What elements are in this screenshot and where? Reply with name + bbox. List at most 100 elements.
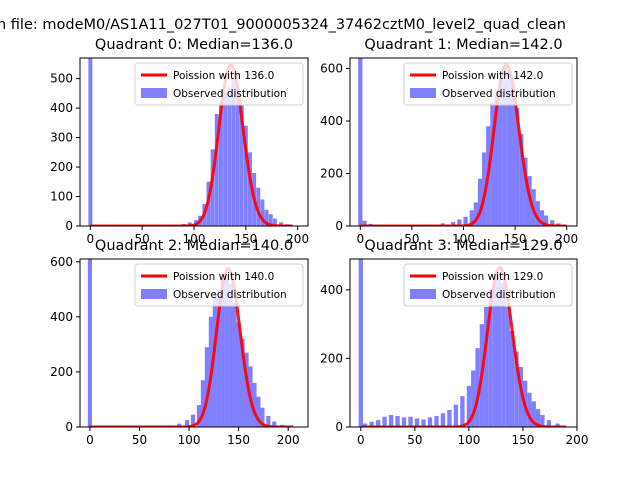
histogram-bar <box>523 157 528 226</box>
histogram-bar <box>505 307 510 427</box>
legend: Poission with 140.0 Observed distribution <box>134 263 304 307</box>
histogram-bar <box>200 380 206 427</box>
histogram-bar <box>375 420 381 427</box>
x-tick-label: 200 <box>566 433 589 447</box>
x-tick-label: 150 <box>511 433 534 447</box>
histogram-bar <box>469 210 474 226</box>
histogram-bar <box>494 89 499 226</box>
histogram-bar <box>264 209 269 226</box>
histogram-bar <box>268 214 273 226</box>
histogram-bar <box>247 152 252 226</box>
histogram-bar <box>482 152 487 226</box>
y-tick-label: 0 <box>335 420 343 434</box>
histogram-bar <box>550 220 555 226</box>
histogram-bar <box>244 352 249 427</box>
y-tick-label: 100 <box>50 190 73 204</box>
histogram-bar <box>488 289 493 427</box>
histogram-bar <box>204 347 209 427</box>
histogram-bar <box>236 322 241 427</box>
legend-label: Observed distribution <box>442 88 556 100</box>
histogram-bar <box>279 222 284 226</box>
histogram-bar <box>218 102 223 226</box>
histogram-bar <box>477 178 483 226</box>
poisson-curve <box>360 266 567 427</box>
histogram-bar <box>414 418 420 427</box>
histogram-bar <box>440 413 446 427</box>
histogram-bar <box>457 219 462 226</box>
subplot-title: Quadrant 0: Median=136.0 <box>95 37 293 53</box>
histogram-bar <box>210 149 215 226</box>
histogram-bar <box>408 416 413 427</box>
histogram-bar <box>216 289 221 427</box>
x-tick-label: 100 <box>178 433 201 447</box>
y-tick-label: 200 <box>50 160 73 174</box>
histogram-bar <box>463 216 468 226</box>
histogram-bar <box>539 210 545 226</box>
histogram-bar <box>272 218 277 226</box>
y-tick-label: 0 <box>335 219 343 233</box>
histogram-bar <box>227 87 232 226</box>
histogram-bar <box>473 202 478 226</box>
histogram-bar <box>196 404 202 427</box>
histogram-bar <box>232 303 237 427</box>
x-tick-label: 0 <box>86 433 94 447</box>
legend-box <box>134 62 304 106</box>
subplot-title: Quadrant 3: Median=129.0 <box>364 238 562 254</box>
histogram-bar <box>266 415 271 427</box>
histogram-bar <box>272 421 277 427</box>
subplot-title: Quadrant 1: Median=142.0 <box>364 37 562 53</box>
histogram-bar <box>460 396 465 427</box>
histogram-bar <box>220 278 225 427</box>
subplot-quadrant-2: Quadrant 2: Median=140.0 0 50 100 150 200 0 200… <box>50 238 309 447</box>
subplot-quadrant-3: Quadrant 3: Median=129.0 0 50 100 150 200 0 200… <box>320 238 588 447</box>
x-tick-label: 50 <box>407 433 422 447</box>
y-tick-label: 500 <box>50 72 73 86</box>
histogram-bar <box>466 385 472 427</box>
histogram-bar <box>434 416 439 427</box>
y-tick-label: 400 <box>50 101 73 115</box>
legend-label: Observed distribution <box>442 289 556 301</box>
legend-label: Poission with 129.0 <box>442 271 543 283</box>
histogram-bar <box>224 272 229 427</box>
histogram-bar <box>260 407 265 427</box>
x-tick-label: 0 <box>356 232 364 246</box>
poisson-curve <box>89 267 294 427</box>
histogram-bar <box>535 201 540 226</box>
subplot-quadrant-1: Quadrant 1: Median=142.0 0 50 100 150 200 0 200… <box>320 37 578 246</box>
histogram-bar <box>540 415 545 427</box>
histogram-bar <box>239 105 244 226</box>
legend-box <box>403 62 573 106</box>
legend-bar-swatch <box>410 88 436 98</box>
histogram-bar <box>388 415 394 427</box>
histogram-bar <box>223 91 228 226</box>
x-tick-label: 200 <box>286 232 309 246</box>
histogram-bar <box>358 58 363 226</box>
x-tick-label: 50 <box>404 232 419 246</box>
figure-suptitle: n file: modeM0/AS1A11_027T01_9000005324_… <box>0 17 566 33</box>
histogram-bar <box>184 420 190 427</box>
x-tick-label: 100 <box>452 232 475 246</box>
histogram-bar <box>235 87 240 226</box>
histogram-bar <box>362 423 368 427</box>
histogram-bar <box>451 222 456 226</box>
x-tick-label: 50 <box>132 433 147 447</box>
histogram-bar <box>421 419 426 427</box>
legend: Poission with 129.0 Observed distribution <box>403 263 573 307</box>
x-tick-label: 150 <box>227 433 250 447</box>
histogram-bar <box>256 396 261 427</box>
histogram-bar <box>509 331 515 427</box>
histogram-bar <box>243 125 248 226</box>
histogram-bar <box>484 307 489 427</box>
y-tick-label: 600 <box>320 62 343 76</box>
histogram-bar <box>514 351 519 427</box>
legend-bar-swatch <box>141 289 167 299</box>
y-tick-label: 600 <box>50 255 73 269</box>
histogram-bar <box>358 259 363 427</box>
histogram-bar <box>427 417 433 427</box>
histogram-bar <box>497 272 502 427</box>
legend: Poission with 136.0 Observed distribution <box>134 62 304 106</box>
subplot-title: Quadrant 2: Median=140.0 <box>95 238 293 254</box>
histogram-bar <box>471 370 476 427</box>
histogram-bar <box>240 338 245 427</box>
